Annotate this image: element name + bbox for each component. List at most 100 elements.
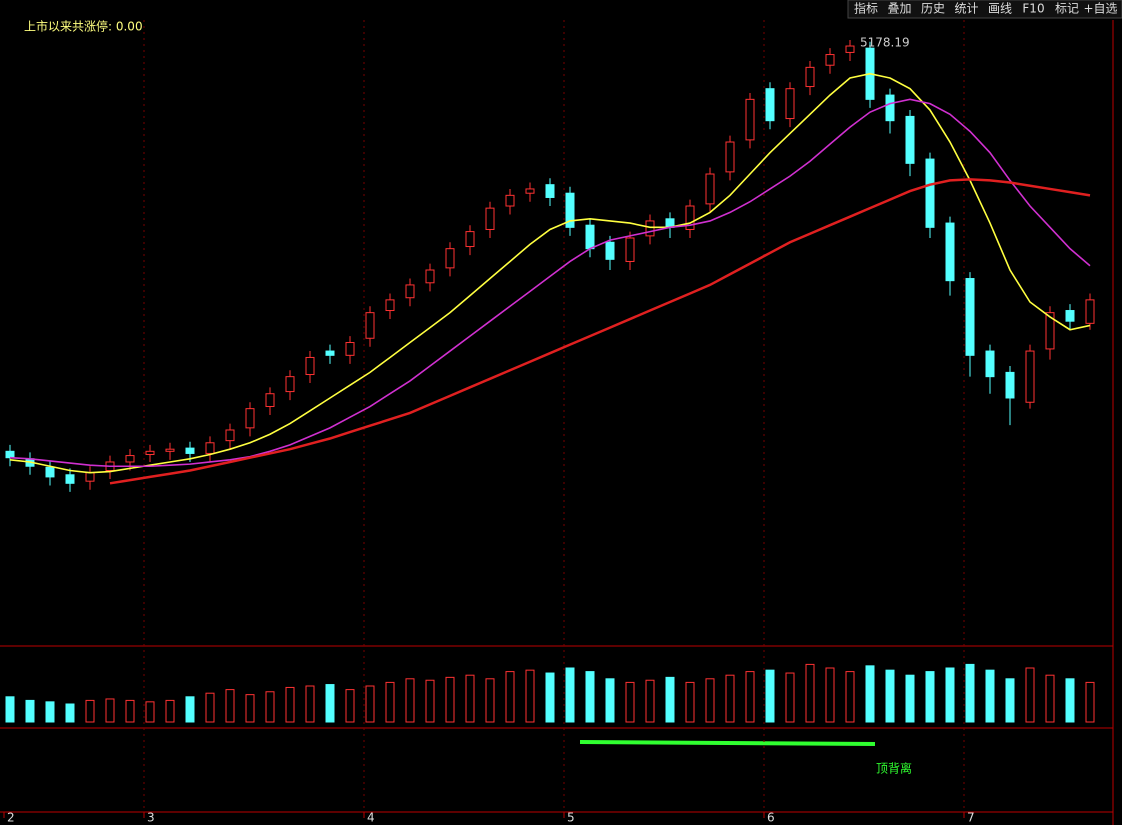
volume-bar — [285, 686, 295, 723]
candle-body — [965, 278, 975, 356]
candle-body — [45, 466, 55, 478]
candle-body — [725, 141, 735, 173]
candle-body — [545, 184, 555, 198]
candle-body — [485, 207, 495, 230]
volume-bar — [1045, 674, 1055, 723]
candle-body — [1065, 310, 1075, 322]
volume-bar — [985, 669, 995, 723]
candle-body — [1045, 312, 1055, 350]
volume-bar — [85, 699, 95, 723]
toolbar-button[interactable]: 标记 — [1055, 2, 1079, 16]
candle-body — [645, 220, 655, 237]
candle-body — [1085, 299, 1095, 324]
x-tick-label: 2 — [7, 811, 15, 825]
volume-bar — [1025, 667, 1035, 723]
volume-bar — [625, 681, 635, 723]
candle-body — [565, 192, 575, 228]
volume-bar — [965, 663, 975, 723]
candle-body — [825, 54, 835, 66]
volume-bar — [485, 678, 495, 723]
moving-average — [109, 178, 1091, 485]
toolbar-button[interactable]: 指标 — [854, 1, 878, 16]
toolbar-button[interactable]: 叠加 — [887, 2, 911, 16]
candle-body — [165, 448, 175, 452]
candle-body — [445, 248, 455, 269]
volume-bar — [425, 679, 435, 723]
volume-bar — [665, 676, 675, 723]
candle-body — [425, 269, 435, 284]
candle-body — [385, 299, 395, 312]
candle-body — [365, 312, 375, 339]
volume-bar — [925, 671, 935, 723]
candle-body — [405, 284, 415, 299]
volume-bar — [685, 681, 695, 723]
candle-body — [85, 472, 95, 482]
volume-bar — [325, 684, 335, 723]
volume-bar — [885, 669, 895, 723]
candle-body — [805, 66, 815, 88]
toolbar-button[interactable]: F10 — [1022, 2, 1044, 16]
candle-body — [265, 393, 275, 408]
candle-body — [925, 158, 935, 228]
x-tick-label: 7 — [967, 811, 975, 825]
volume-bar — [785, 672, 795, 723]
volume-bar — [185, 696, 195, 723]
volume-bar — [505, 671, 515, 723]
toolbar-button[interactable]: +自选 — [1083, 2, 1117, 16]
chart-title: 上市以来共涨停: 0.00 — [24, 19, 143, 34]
volume-bar — [265, 691, 275, 723]
candle-body — [1025, 350, 1035, 403]
volume-bar — [105, 698, 115, 723]
candle-body — [605, 241, 615, 260]
candle-body — [1005, 371, 1015, 399]
candle-body — [845, 45, 855, 53]
toolbar — [847, 0, 1122, 19]
volume-bar — [805, 663, 815, 723]
candle-body — [525, 188, 535, 194]
candle-body — [505, 194, 515, 207]
volume-bar — [525, 669, 535, 723]
candle-body — [225, 429, 235, 442]
toolbar-button[interactable]: 统计 — [954, 2, 978, 16]
candle-body — [585, 224, 595, 250]
candle-body — [465, 231, 475, 248]
x-tick-label: 3 — [147, 811, 155, 825]
candle-body — [745, 98, 755, 141]
candle-body — [765, 88, 775, 122]
volume-bar — [585, 671, 595, 723]
volume-bar — [125, 699, 135, 723]
volume-bar — [745, 671, 755, 723]
volume-bar — [225, 689, 235, 723]
volume-bar — [345, 689, 355, 723]
candle-body — [625, 237, 635, 262]
candle-body — [685, 205, 695, 230]
candle-body — [325, 350, 335, 356]
candle-body — [5, 450, 15, 459]
volume-bar — [705, 678, 715, 723]
volume-bar — [605, 678, 615, 723]
volume-bar — [205, 692, 215, 723]
volume-bar — [45, 701, 55, 723]
volume-bar — [545, 672, 555, 723]
divergence-line — [579, 740, 876, 746]
volume-bar — [905, 674, 915, 723]
volume-bar — [465, 674, 475, 723]
candle-body — [205, 442, 215, 454]
volume-bar — [65, 703, 75, 723]
volume-bar — [145, 701, 155, 723]
moving-average — [9, 98, 1091, 468]
candle-body — [305, 356, 315, 376]
volume-bar — [245, 694, 255, 723]
candle-body — [185, 447, 195, 454]
candle-body — [945, 222, 955, 282]
moving-average — [9, 72, 1091, 474]
toolbar-button[interactable]: 画线 — [988, 2, 1012, 16]
toolbar-button[interactable]: 历史 — [921, 2, 945, 16]
annotation: 顶背离 — [876, 761, 912, 776]
candle-body — [145, 450, 155, 456]
candle-body — [905, 115, 915, 164]
volume-bar — [725, 674, 735, 723]
volume-bar — [1005, 678, 1015, 723]
volume-bar — [165, 699, 175, 723]
candle-body — [885, 94, 895, 122]
